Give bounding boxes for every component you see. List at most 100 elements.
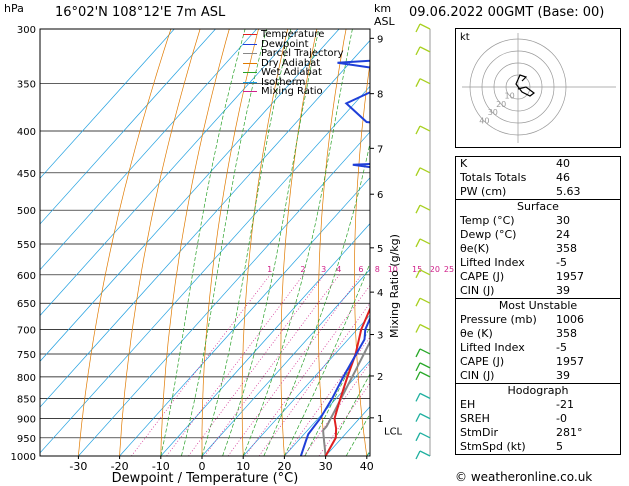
wind-barb: [415, 324, 421, 333]
x-tick-label: 40: [360, 460, 374, 473]
km-tick-label: 6: [377, 190, 383, 201]
x-tick-label: -10: [152, 460, 170, 473]
parcel-trajectory-line: [322, 339, 370, 456]
wind-barb: [415, 371, 421, 381]
km-tick-label: 2: [377, 372, 383, 383]
x-tick-label: -20: [111, 460, 129, 473]
asl-label: ASL: [374, 15, 395, 28]
wind-barb: [415, 450, 421, 460]
isotherm-line: [160, 223, 370, 456]
mu-row: Pressure (mb) 1006: [460, 313, 584, 326]
legend-item: Temperature: [243, 30, 344, 40]
pressure-tick-label: 700: [17, 326, 36, 337]
surface-row: Temp (°C) 30: [460, 214, 570, 227]
x-tick-label: -30: [69, 460, 87, 473]
pressure-tick-label: 800: [17, 373, 36, 384]
mixing-ratio-line: [284, 336, 370, 456]
isotherm-line: [40, 29, 299, 317]
legend-swatch: [243, 34, 257, 36]
isotherm-line: [40, 85, 370, 454]
most-unstable-section: Most Unstable Pressure (mb) 1006 θe (K) 35…: [456, 298, 620, 383]
mu-row: CIN (J) 39: [460, 369, 570, 382]
mixing-ratio-label: 25: [444, 265, 454, 274]
hodograph-section: Hodograph EH -21 SREH -0 StmDir 281° StmSpd…: [456, 383, 620, 454]
wet-adiabat-line: [181, 29, 267, 456]
isotherm-line: [40, 29, 175, 179]
wind-barb: [415, 46, 421, 56]
hodograph-trace: [515, 74, 535, 97]
dry-adiabat-line: [241, 29, 289, 456]
wind-barb: [415, 23, 421, 33]
isotherm-line: [40, 29, 257, 271]
legend-label: Mixing Ratio: [261, 86, 323, 97]
wind-barb: [419, 204, 431, 211]
legend-swatch: [243, 53, 257, 55]
wind-barb: [415, 297, 421, 307]
wind-barb: [419, 371, 431, 378]
legend-item: Mixing Ratio: [243, 87, 344, 97]
mu-row: Lifted Index -5: [460, 341, 567, 354]
hodo-row: SREH -0: [460, 412, 567, 425]
datetime-title: 09.06.2022 00GMT (Base: 00): [409, 5, 605, 20]
x-tick-label: 30: [319, 460, 333, 473]
mixing-ratio-line: [227, 274, 362, 456]
mixing-ratio-label: 1: [267, 265, 272, 274]
km-tick-label: 4: [377, 288, 383, 299]
pressure-tick-label: 300: [17, 25, 36, 36]
km-tick-label: 7: [377, 144, 383, 155]
mixing-ratio-label: 4: [336, 265, 341, 274]
mixing-ratio-line: [204, 274, 340, 456]
mixing-ratio-line: [166, 274, 304, 456]
wind-barb: [415, 125, 421, 135]
wet-adiabat-line: [284, 262, 370, 456]
hpa-label: hPa: [4, 2, 24, 15]
wind-barb: [419, 125, 431, 132]
wind-barb: [419, 78, 431, 85]
isotherm-line: [119, 177, 370, 456]
mixing-ratio-line: [131, 274, 271, 456]
pressure-tick-label: 900: [17, 415, 36, 426]
x-tick-label: 20: [277, 460, 291, 473]
copyright-footer: © weatheronline.co.uk: [455, 470, 593, 484]
mixing-ratio-line: [188, 274, 325, 456]
mixing-ratio-label: 2: [300, 265, 305, 274]
wet-adiabat-line: [304, 326, 370, 456]
x-tick-label: 0: [199, 460, 206, 473]
pressure-tick-label: 550: [17, 240, 36, 251]
pressure-tick-label: 350: [17, 80, 36, 91]
surface-title: Surface: [517, 200, 559, 213]
isotherm-line: [242, 314, 370, 456]
km-tick-label: 1: [377, 414, 383, 425]
dry-adiabat-line: [201, 29, 259, 456]
dry-adiabat-line: [160, 29, 230, 456]
surface-section: Surface Temp (°C) 30 Dewp (°C) 24 θe(K) 358…: [456, 199, 620, 298]
wind-barb: [419, 167, 431, 174]
pressure-tick-label: 750: [17, 350, 36, 361]
dewpoint-line: [299, 59, 370, 456]
wind-barb: [415, 204, 421, 214]
wind-barb: [419, 413, 431, 420]
hodo-row: StmDir 281°: [460, 426, 583, 439]
wet-adiabat-line: [201, 29, 292, 456]
mixing-ratio-line: [258, 302, 370, 456]
surface-row: CIN (J) 39: [460, 284, 570, 297]
dry-adiabat-line: [119, 29, 201, 456]
dry-adiabat-line: [317, 29, 347, 456]
wind-barb: [419, 348, 431, 355]
km-tick-label: 8: [377, 90, 383, 101]
wind-barb: [415, 348, 421, 358]
wet-adiabat-line: [325, 373, 370, 456]
hodograph-ring-label: 10: [505, 91, 515, 100]
wind-barb: [419, 238, 431, 245]
wind-barb: [415, 269, 421, 279]
pressure-tick-label: 450: [17, 169, 36, 180]
pressure-tick-label: 950: [17, 434, 36, 445]
wet-adiabat-line: [222, 29, 320, 456]
surface-row: CAPE (J) 1957: [460, 270, 584, 283]
wind-barb: [419, 450, 431, 457]
index-row-pw: PW (cm) 5.63: [460, 185, 581, 198]
legend-label: Dewpoint: [261, 38, 309, 50]
wind-barb: [419, 323, 431, 331]
mixing-ratio-line: [303, 362, 370, 456]
wind-barb: [419, 432, 431, 439]
